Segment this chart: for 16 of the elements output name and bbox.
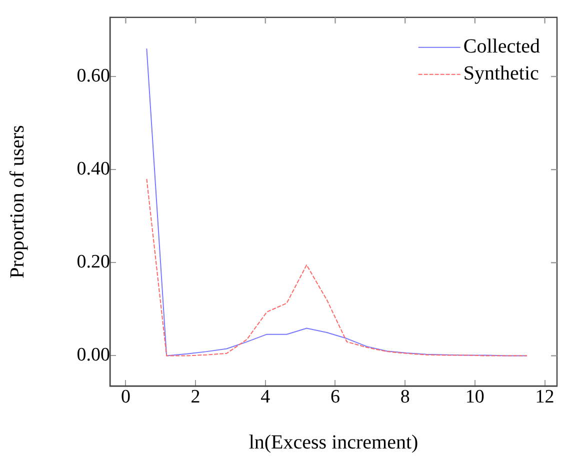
x-tick-label: 10 (465, 386, 484, 408)
x-tick-label: 12 (535, 386, 554, 408)
x-tick-label: 0 (120, 386, 130, 408)
x-axis-title: ln(Excess increment) (248, 431, 418, 454)
y-axis-title: Proportion of users (6, 124, 28, 278)
x-tick-label: 2 (190, 386, 200, 408)
y-tick-label: 0.40 (76, 158, 110, 180)
y-tick-label: 0.60 (76, 65, 110, 86)
legend-label: Collected (463, 36, 540, 58)
line-series (146, 178, 528, 356)
legend-label: Synthetic (463, 62, 540, 85)
y-tick-label: 0.00 (76, 344, 110, 366)
y-tick-label: 0.20 (76, 252, 110, 273)
x-tick-label: 6 (330, 386, 340, 408)
x-tick-label: 4 (260, 386, 271, 408)
x-tick-label: 8 (400, 386, 410, 408)
